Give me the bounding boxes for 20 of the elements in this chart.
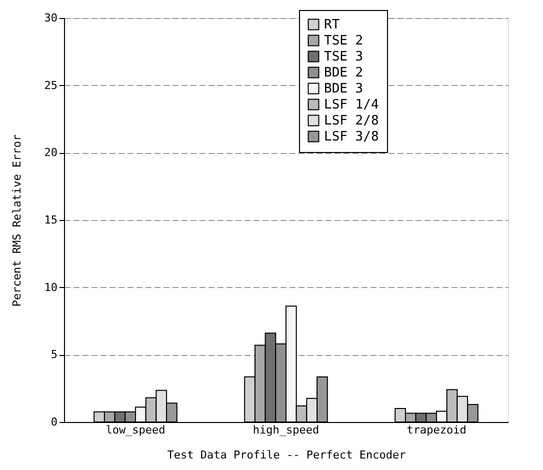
legend-label: RT — [324, 18, 340, 32]
y-tick-label: 20 — [44, 146, 58, 160]
y-tick-label: 5 — [50, 348, 58, 362]
legend-label: LSF 3/8 — [324, 130, 379, 144]
y-tick-label: 0 — [50, 416, 58, 428]
legend-label: BDE 2 — [324, 66, 364, 80]
y-tick-label: 15 — [44, 214, 58, 226]
x-tick-label: trapezoid — [406, 424, 466, 436]
x-axis-title: Test Data Profile -- Perfect Encoder — [167, 448, 406, 462]
legend-label: LSF 2/8 — [324, 114, 379, 128]
legend-label: TSE 3 — [324, 50, 364, 64]
y-axis-title: Percent RMS Relative Error — [10, 134, 24, 307]
legend-label: TSE 2 — [324, 34, 364, 48]
y-tick-label: 30 — [44, 12, 58, 24]
y-tick-label: 10 — [44, 280, 58, 294]
x-tick-label: low_speed — [106, 424, 166, 436]
legend-label: BDE 3 — [324, 82, 364, 96]
x-tick-label: high_speed — [252, 424, 320, 436]
y-tick-label: 25 — [44, 78, 58, 92]
legend-label: LSF 1/4 — [324, 98, 379, 112]
